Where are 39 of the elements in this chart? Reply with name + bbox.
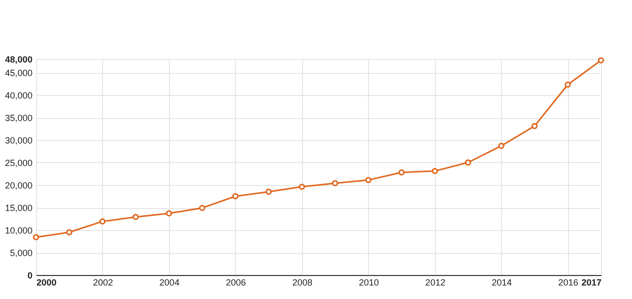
point [298, 184, 305, 190]
x-tick-label: 2014 [492, 278, 512, 288]
x-tick-label: 2006 [226, 278, 246, 288]
y-tick-label: 40,000 [4, 90, 32, 100]
point [99, 218, 106, 225]
point [564, 82, 571, 88]
y-tick-label: 10,000 [4, 226, 32, 236]
y-tick-label: 20,000 [4, 180, 32, 190]
point [332, 180, 338, 186]
x-tick-label: 2002 [92, 278, 113, 288]
point [32, 234, 40, 240]
y-tick-label: 25,000 [4, 158, 32, 168]
point [66, 229, 72, 236]
point [398, 169, 405, 176]
y-tick-label: 15,000 [4, 203, 32, 213]
y-tick-label: 30,000 [4, 136, 32, 146]
x-tick-label: 2004 [159, 278, 180, 288]
y-tick-label: 35,000 [4, 113, 32, 123]
point [365, 176, 372, 184]
x-tick-label: 2010 [358, 278, 379, 288]
point [166, 210, 172, 216]
point [199, 204, 206, 212]
x-tick-label: 2008 [292, 278, 312, 288]
point [464, 159, 472, 166]
y-tick-label: 45,000 [4, 68, 32, 78]
y-tick-label: 48,000 [4, 54, 32, 64]
point [598, 57, 604, 64]
x-tick-label: 2017 [581, 278, 602, 288]
point [132, 214, 139, 220]
point [232, 193, 239, 200]
point [531, 122, 538, 130]
point [432, 168, 438, 174]
point [266, 188, 272, 195]
y-tick-label: 0 [27, 270, 32, 280]
point [498, 142, 504, 149]
x-tick-label: 2016 [558, 278, 578, 288]
y-tick-label: 5,000 [10, 248, 32, 258]
x-tick-label: 2000 [36, 278, 57, 288]
x-tick-label: 2012 [425, 278, 446, 288]
